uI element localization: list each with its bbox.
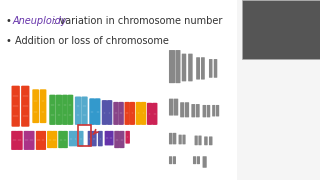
FancyBboxPatch shape	[52, 131, 57, 148]
FancyBboxPatch shape	[169, 50, 175, 83]
FancyBboxPatch shape	[125, 131, 130, 144]
FancyBboxPatch shape	[182, 135, 186, 144]
FancyBboxPatch shape	[169, 133, 172, 144]
FancyBboxPatch shape	[79, 131, 84, 146]
FancyBboxPatch shape	[107, 100, 112, 125]
FancyBboxPatch shape	[92, 131, 97, 146]
FancyBboxPatch shape	[41, 131, 46, 150]
FancyBboxPatch shape	[147, 103, 152, 125]
FancyBboxPatch shape	[62, 95, 68, 125]
FancyBboxPatch shape	[58, 131, 63, 148]
FancyBboxPatch shape	[118, 102, 124, 125]
FancyBboxPatch shape	[141, 102, 146, 125]
FancyBboxPatch shape	[195, 136, 198, 145]
FancyBboxPatch shape	[89, 98, 95, 125]
FancyBboxPatch shape	[201, 57, 205, 80]
FancyBboxPatch shape	[193, 156, 196, 164]
FancyBboxPatch shape	[12, 86, 20, 127]
FancyBboxPatch shape	[75, 96, 81, 125]
FancyBboxPatch shape	[124, 102, 130, 125]
FancyBboxPatch shape	[95, 98, 100, 125]
FancyBboxPatch shape	[174, 99, 178, 116]
FancyBboxPatch shape	[21, 86, 29, 127]
FancyBboxPatch shape	[182, 54, 186, 81]
FancyBboxPatch shape	[102, 100, 107, 125]
FancyBboxPatch shape	[73, 131, 78, 146]
Text: Aneuploidy: Aneuploidy	[13, 16, 68, 26]
FancyBboxPatch shape	[114, 131, 120, 148]
FancyBboxPatch shape	[173, 156, 176, 164]
FancyBboxPatch shape	[203, 156, 207, 168]
FancyBboxPatch shape	[216, 105, 219, 116]
FancyBboxPatch shape	[32, 89, 39, 123]
FancyBboxPatch shape	[198, 136, 202, 145]
FancyBboxPatch shape	[105, 131, 109, 145]
FancyBboxPatch shape	[214, 59, 217, 78]
Bar	[0, 0, 237, 180]
FancyBboxPatch shape	[196, 57, 200, 80]
FancyBboxPatch shape	[191, 104, 195, 117]
FancyBboxPatch shape	[29, 131, 35, 150]
FancyBboxPatch shape	[204, 136, 208, 145]
FancyBboxPatch shape	[69, 131, 74, 146]
FancyBboxPatch shape	[49, 95, 56, 125]
Bar	[78, 125, 91, 146]
FancyBboxPatch shape	[188, 54, 193, 81]
FancyBboxPatch shape	[68, 95, 73, 125]
FancyBboxPatch shape	[175, 50, 180, 83]
Text: • Addition or loss of chromosome: • Addition or loss of chromosome	[6, 36, 169, 46]
FancyBboxPatch shape	[119, 131, 124, 148]
FancyBboxPatch shape	[169, 156, 172, 164]
FancyBboxPatch shape	[212, 105, 215, 116]
FancyBboxPatch shape	[203, 105, 206, 117]
FancyBboxPatch shape	[209, 59, 212, 78]
FancyBboxPatch shape	[63, 131, 68, 148]
FancyBboxPatch shape	[47, 131, 52, 148]
FancyBboxPatch shape	[88, 131, 92, 146]
FancyBboxPatch shape	[207, 105, 210, 117]
FancyBboxPatch shape	[17, 131, 23, 150]
FancyBboxPatch shape	[209, 136, 212, 145]
Text: •: •	[6, 16, 15, 26]
FancyBboxPatch shape	[130, 102, 135, 125]
FancyBboxPatch shape	[11, 131, 17, 150]
FancyBboxPatch shape	[56, 95, 62, 125]
FancyBboxPatch shape	[113, 102, 119, 125]
FancyBboxPatch shape	[40, 89, 46, 123]
FancyBboxPatch shape	[152, 103, 157, 125]
FancyBboxPatch shape	[24, 131, 29, 150]
FancyBboxPatch shape	[173, 133, 176, 144]
FancyBboxPatch shape	[197, 156, 200, 164]
FancyBboxPatch shape	[180, 102, 184, 117]
FancyBboxPatch shape	[179, 135, 182, 144]
FancyBboxPatch shape	[81, 96, 88, 125]
FancyBboxPatch shape	[169, 99, 173, 116]
FancyBboxPatch shape	[36, 131, 41, 150]
Text: : variation in chromosome number: : variation in chromosome number	[53, 16, 222, 26]
FancyBboxPatch shape	[185, 102, 189, 117]
FancyBboxPatch shape	[98, 131, 103, 146]
FancyBboxPatch shape	[109, 131, 114, 145]
FancyBboxPatch shape	[136, 102, 141, 125]
Bar	[242, 0, 320, 59]
FancyBboxPatch shape	[196, 104, 200, 117]
